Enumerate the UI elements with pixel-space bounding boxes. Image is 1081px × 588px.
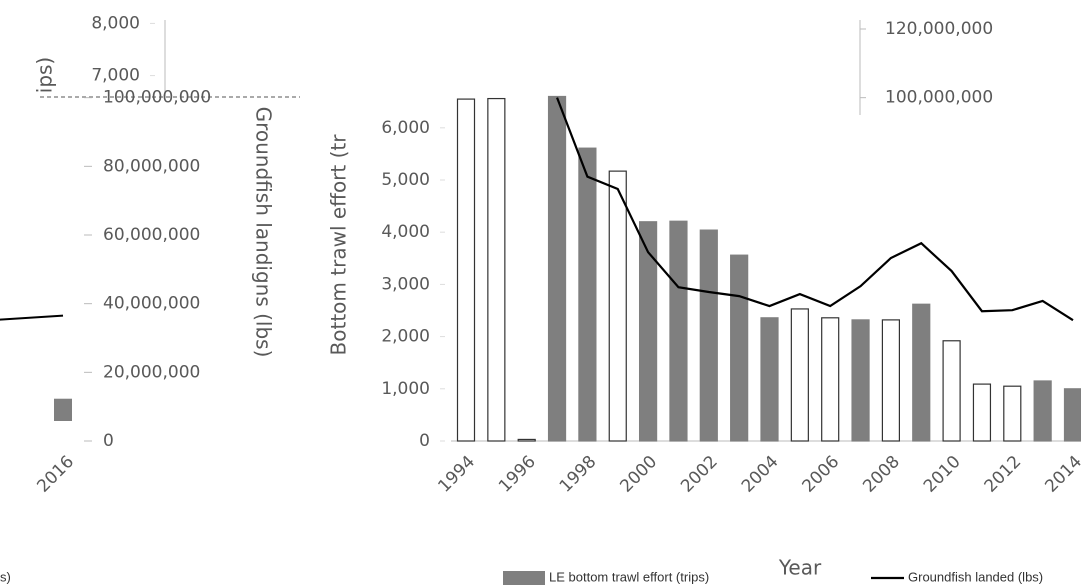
bar: [517, 438, 536, 442]
legend-swatch: [503, 571, 545, 585]
y-tick-label: 7,000: [91, 66, 140, 86]
bar: [790, 308, 809, 442]
y-tick-label: 2,000: [381, 327, 430, 347]
y-axis-title: Bottom trawl effort (tr: [327, 134, 351, 356]
x-tick-label: 2010: [920, 452, 965, 497]
bar: [608, 170, 627, 442]
legend-fragment: s): [0, 569, 11, 584]
x-tick-label: 2014: [1041, 452, 1081, 497]
x-tick-label: 2016: [33, 452, 78, 497]
legend-label: Groundfish landed (lbs): [908, 569, 1043, 584]
bar: [851, 319, 870, 442]
x-tick-label: 2006: [799, 452, 844, 497]
y2-tick-label: 120,000,000: [885, 19, 993, 39]
bar: [730, 254, 749, 442]
y2-axis-title: Groundfish landigns (lbs): [252, 107, 276, 358]
bar: [1063, 388, 1081, 442]
bar: [821, 317, 840, 442]
y-tick-label: 0: [419, 431, 430, 451]
x-tick-label: 1998: [556, 452, 601, 497]
y-tick-label: 6,000: [381, 118, 430, 138]
x-tick-label: 2000: [616, 452, 661, 497]
bar: [912, 303, 931, 442]
bar: [669, 220, 688, 442]
y-axis-title-fragment: ips): [33, 57, 57, 93]
x-tick-label: 2002: [677, 452, 722, 497]
x-tick-label: 2008: [859, 452, 904, 497]
y2-tick-label: 100,000,000: [103, 88, 211, 108]
x-tick-label: 1996: [495, 452, 540, 497]
bar: [1033, 380, 1052, 442]
y2-tick-label: 20,000,000: [103, 362, 200, 382]
line: [556, 97, 1074, 322]
legend-label: LE bottom trawl effort (trips): [549, 569, 709, 584]
bar: [456, 98, 476, 442]
bar: [487, 97, 506, 442]
line: [0, 314, 64, 321]
bar: [881, 319, 901, 442]
bar: [942, 340, 961, 442]
y2-tick-label: 0: [103, 431, 114, 451]
y2-tick-label: 80,000,000: [103, 156, 200, 176]
y2-tick-label: 60,000,000: [103, 225, 200, 245]
x-axis-title: Year: [778, 556, 822, 580]
y-tick-label: 3,000: [381, 274, 430, 294]
bar: [699, 229, 718, 442]
x-tick-label: 2004: [738, 452, 783, 497]
bar: [578, 147, 597, 442]
y2-tick-label: 100,000,000: [885, 88, 993, 108]
bar: [1003, 385, 1022, 442]
y2-tick-label: 40,000,000: [103, 294, 200, 314]
y-tick-label: 4,000: [381, 222, 430, 242]
bar: [54, 398, 72, 421]
y-tick-label: 1,000: [381, 379, 430, 399]
bar: [760, 317, 779, 442]
bar: [638, 221, 658, 442]
x-tick-label: 2012: [981, 452, 1026, 497]
y-tick-label: 5,000: [381, 170, 430, 190]
x-tick-label: 1994: [434, 452, 479, 497]
bar: [547, 95, 567, 442]
y-tick-label: 8,000: [91, 13, 140, 33]
bar: [972, 383, 992, 442]
